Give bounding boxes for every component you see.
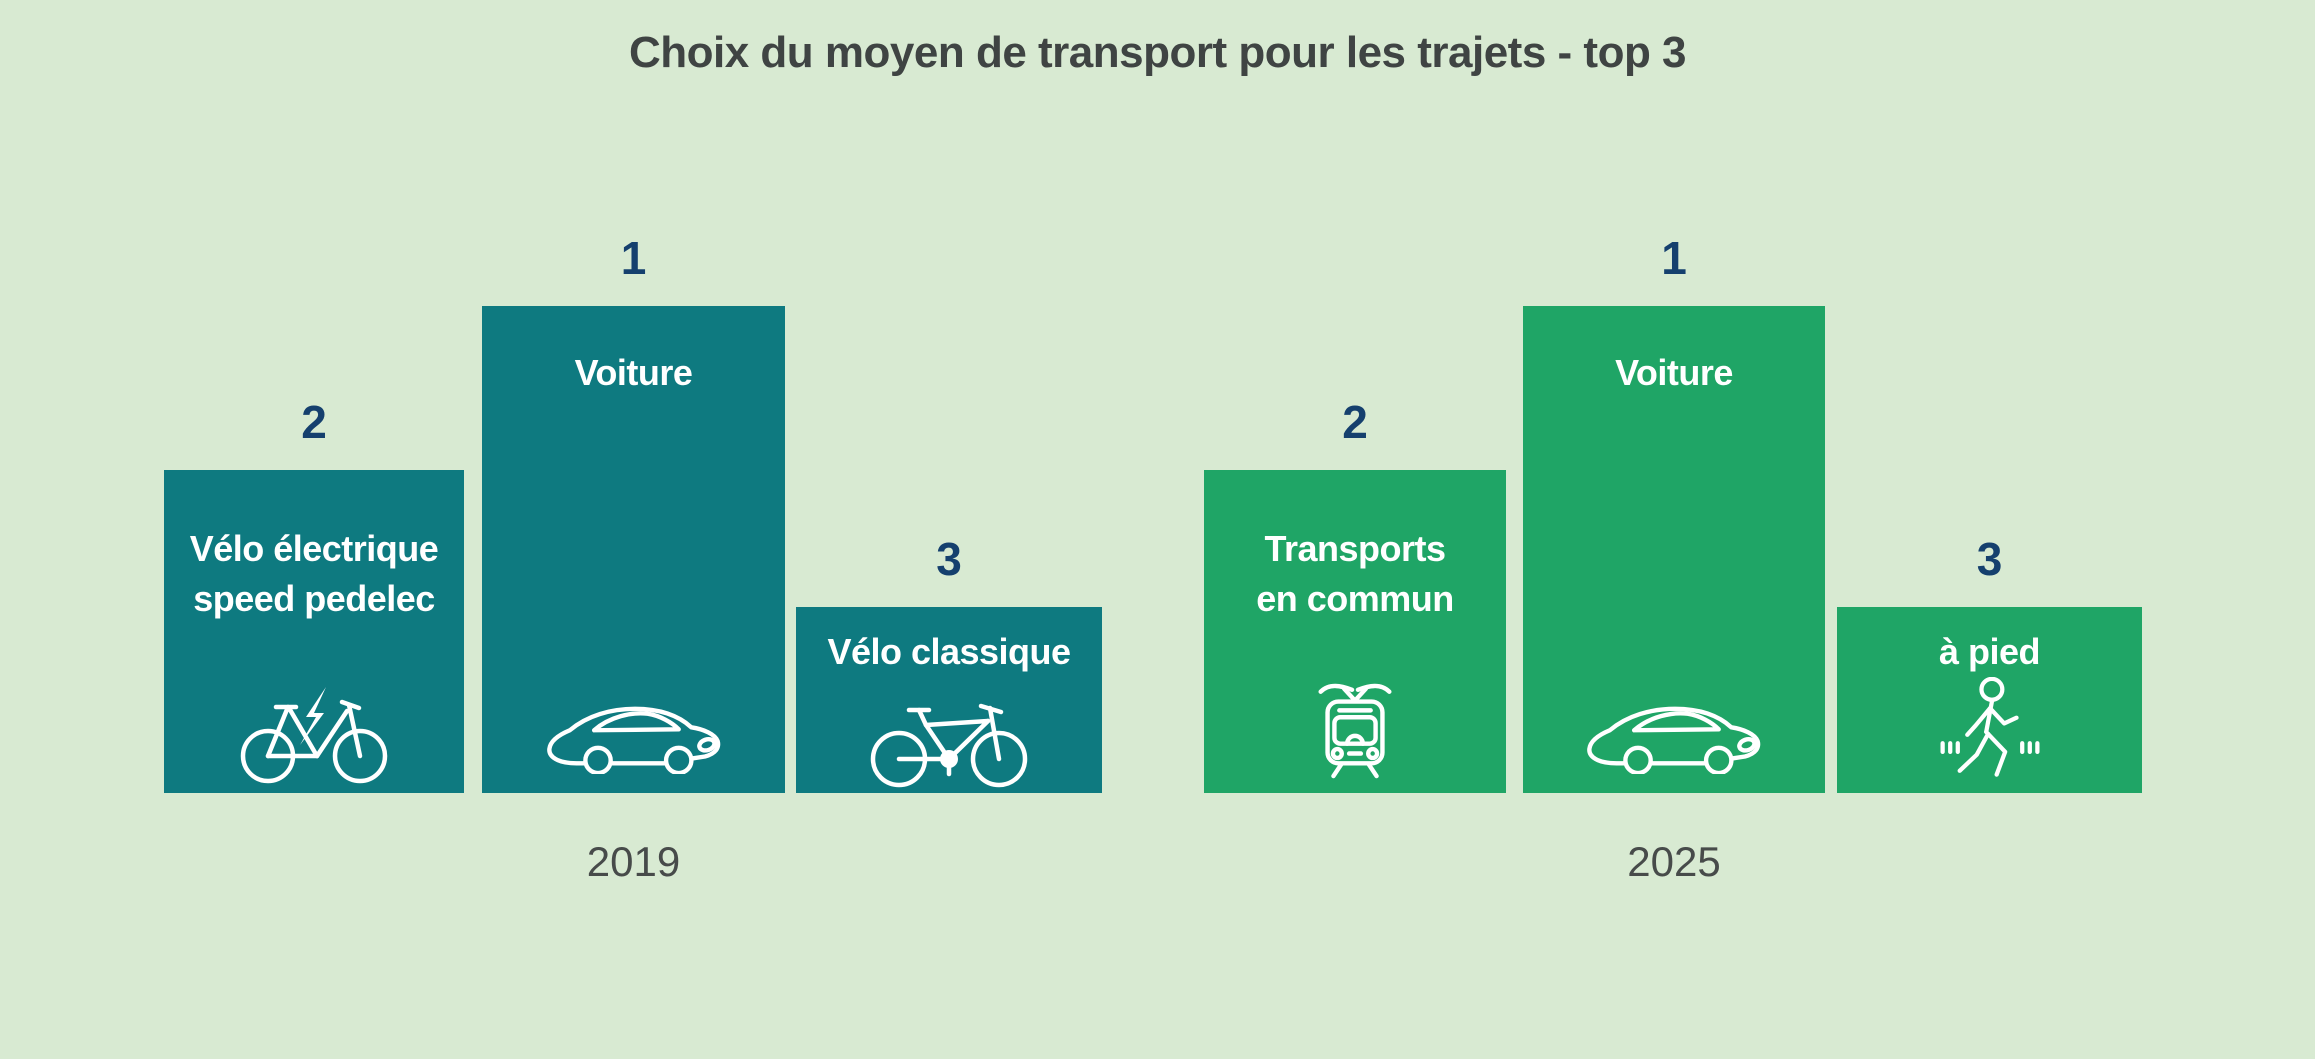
bar-label-line1: Vélo électrique [189,528,439,569]
rank-badge: 1 [1661,232,1687,284]
chart-title: Choix du moyen de transport pour les tra… [628,28,1687,77]
rank-badge: 2 [1342,396,1368,448]
bar-2019-rank1-voiture: 1 Voiture [482,235,785,793]
bar-label: Transports en commun [1204,470,1506,624]
bar-label-line2: en commun [1256,578,1454,619]
bar-label: Vélo classique [796,607,1102,677]
bar-label-line1: à pied [1938,631,2041,672]
bar-label: Voiture [1523,306,1825,398]
bar-2025-rank1-voiture: 1 Voiture [1523,235,1825,793]
year-label-2025: 2025 [1627,838,1721,885]
car-icon [1523,704,1825,774]
bar-label-line1: Transports [1264,528,1446,569]
rank-badge: 3 [936,533,962,585]
rank-badge: 1 [620,232,647,284]
bar-label: Voiture [482,306,785,398]
bar-label-line1: Vélo classique [827,631,1071,672]
electric-bike-icon [164,685,464,785]
year-label-2019: 2019 [586,838,681,885]
pedestrian-icon [1837,677,2142,785]
bicycle-icon [796,698,1102,788]
bar-2019-rank2-velo-electrique: 2 Vélo électrique speed pedelec [164,399,464,793]
bar-2019-rank3-velo-classique: 3 Vélo classique [796,536,1102,793]
bar-label: Vélo électrique speed pedelec [164,470,464,624]
tram-icon [1204,679,1506,779]
rank-badge: 2 [301,396,327,448]
bar-label-line1: Voiture [1615,352,1733,393]
car-icon [482,704,785,774]
rank-badge: 3 [1976,533,2003,585]
bar-label: à pied [1837,607,2142,677]
bar-label-line2: speed pedelec [193,578,435,619]
bar-2025-rank2-transports-en-commun: 2 Transports en commun [1204,399,1506,793]
bar-label-line1: Voiture [574,352,693,393]
bar-2025-rank3-a-pied: 3 à pied [1837,536,2142,793]
